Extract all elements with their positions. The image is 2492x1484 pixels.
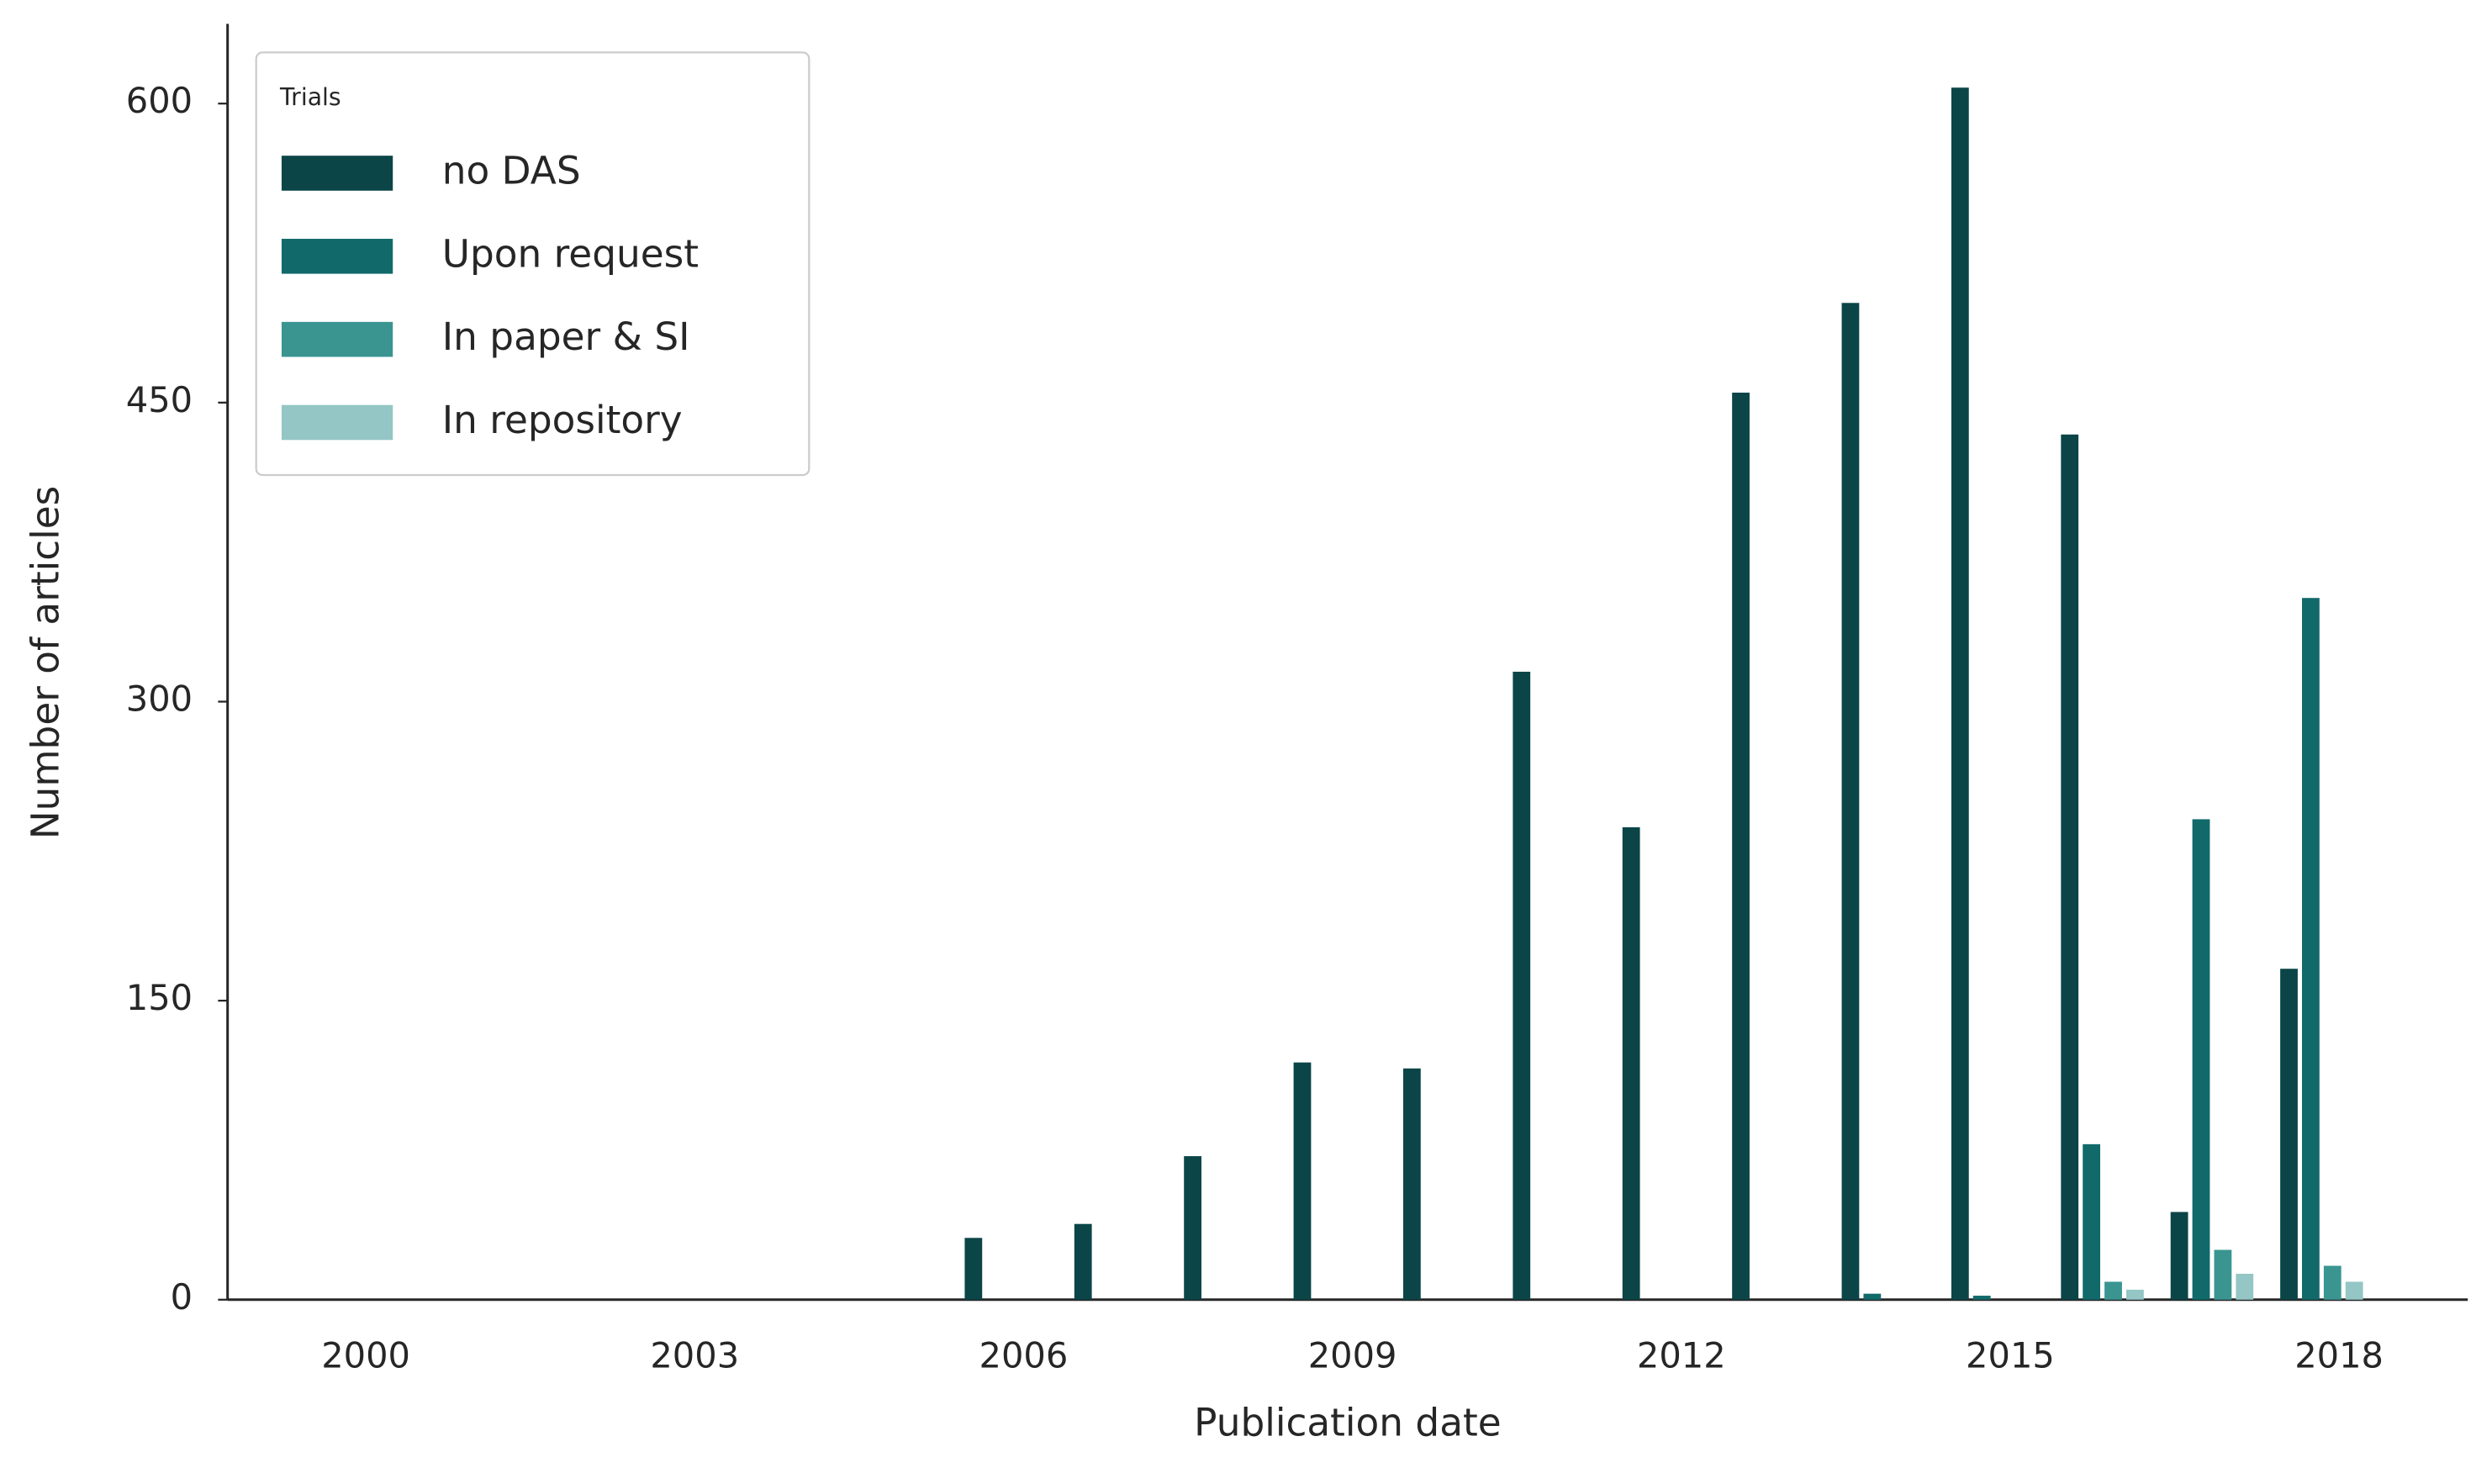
legend-swatch [281,404,393,441]
y-tick-label: 300 [126,678,193,719]
y-tick-label: 0 [171,1276,193,1318]
bar [2214,1249,2232,1300]
x-tick-label: 2012 [1637,1335,1726,1376]
legend: Trials no DAS Upon request In paper & SI In… [255,51,810,477]
bar [2104,1281,2122,1300]
bar [1402,1068,1421,1300]
legend-swatch [281,156,393,191]
legend-swatch [281,239,393,274]
x-tick-label: 2003 [650,1335,739,1376]
bar [1972,1296,1991,1300]
bar [1863,1293,1882,1300]
bar [2236,1273,2254,1300]
bar [964,1238,983,1300]
x-tick-label: 2000 [321,1335,410,1376]
bar [2083,1143,2101,1300]
legend-title: Trials [279,83,341,111]
bar [1074,1223,1092,1300]
bar [1184,1156,1201,1300]
legend-label: In repository [442,398,683,442]
legend-label: Upon request [442,231,699,276]
bar [2126,1289,2144,1300]
bar [1622,826,1640,1300]
bar [2323,1265,2342,1300]
y-axis-label: Number of articles [24,486,68,840]
bar [2302,598,2320,1300]
bar [1293,1062,1312,1300]
legend-label: no DAS [442,148,581,193]
bar [2170,1212,2188,1300]
legend-swatch [281,321,393,357]
legend-label: In paper & SI [442,314,690,359]
bar [1951,87,1969,1300]
y-tick-label: 150 [126,977,193,1018]
y-tick-label: 600 [126,80,193,121]
bar [2280,969,2298,1300]
bar [2345,1281,2363,1300]
legend-frame [255,51,810,477]
x-axis-label: Publication date [1194,1401,1502,1445]
bar [1732,392,1750,1300]
x-tick-label: 2006 [979,1335,1069,1376]
x-tick-label: 2018 [2294,1335,2384,1376]
bar [1513,671,1531,1300]
x-tick-label: 2015 [1966,1335,2055,1376]
bar [2192,819,2210,1300]
bar [2061,434,2079,1300]
y-tick-label: 450 [126,379,193,420]
x-tick-label: 2009 [1308,1335,1397,1376]
bar [1841,303,1860,1300]
